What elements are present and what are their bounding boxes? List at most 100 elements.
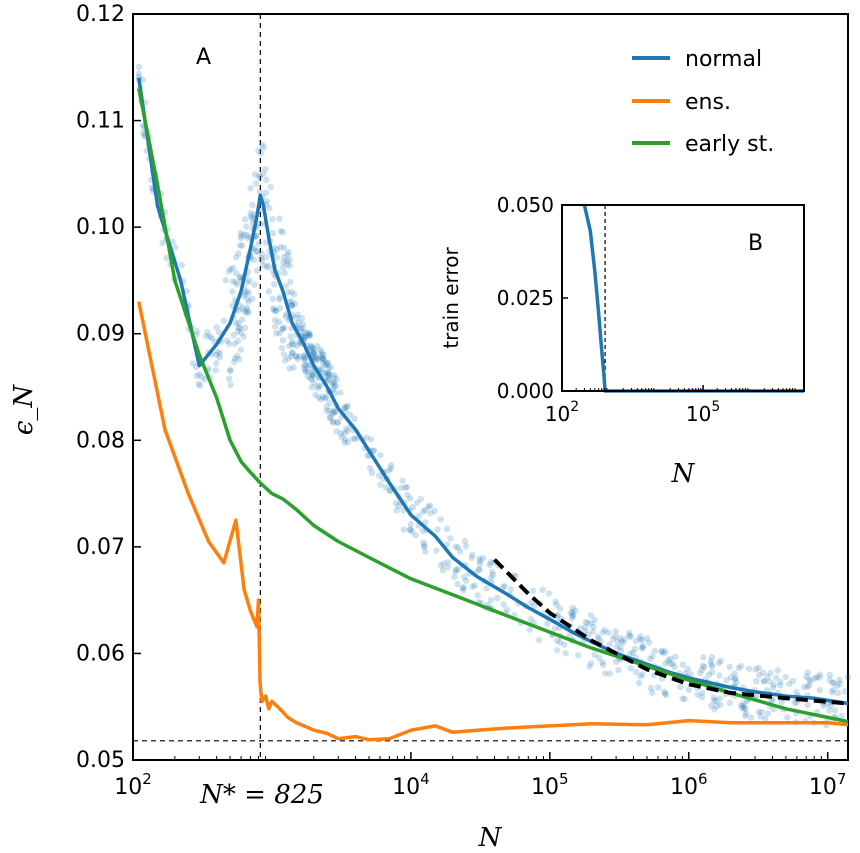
scatter-point	[258, 150, 265, 157]
scatter-point	[713, 702, 720, 710]
scatter-point	[333, 382, 340, 390]
scatter-point	[308, 344, 315, 351]
inset-panel-b: 0.000 0.025 0.050 102 105 B train error N	[439, 193, 805, 489]
scatter-point	[330, 371, 337, 379]
scatter-point	[728, 674, 735, 681]
scatter-point	[468, 554, 475, 561]
scatter-point	[236, 274, 244, 281]
scatter-point	[351, 435, 359, 442]
scatter-point	[216, 350, 224, 357]
scatter-point	[322, 395, 329, 402]
scatter-point	[662, 691, 669, 699]
scatter-point	[483, 585, 490, 592]
scatter-point	[283, 257, 290, 265]
scatter-point	[314, 343, 321, 350]
scatter-point	[589, 628, 596, 635]
scatter-point	[320, 369, 327, 376]
scatter-point	[755, 664, 762, 672]
scatter-point	[319, 356, 326, 363]
scatter-point	[226, 340, 233, 348]
scatter-point	[662, 690, 669, 697]
main-plot-frame	[132, 13, 849, 761]
scatter-point	[434, 526, 441, 533]
scatter-point	[425, 503, 432, 510]
scatter-point	[326, 399, 333, 407]
scatter-point	[325, 372, 332, 379]
scatter-point	[227, 366, 234, 373]
y-tick-label: 0.08	[76, 428, 125, 453]
inset-x-ticks: 102 105	[545, 385, 796, 426]
scatter-point	[282, 283, 289, 290]
scatter-point	[326, 414, 333, 421]
scatter-point	[233, 254, 240, 261]
scatter-point	[476, 560, 484, 568]
scatter-point	[258, 250, 265, 257]
scatter-point	[614, 638, 621, 646]
scatter-point	[159, 239, 166, 246]
scatter-point	[469, 551, 476, 559]
scatter-point	[331, 378, 338, 386]
scatter-point	[243, 304, 250, 311]
scatter-point	[422, 506, 429, 514]
inset-y-ticks: 0.000 0.025 0.050	[497, 193, 568, 403]
scatter-point	[331, 408, 339, 416]
scatter-point	[777, 678, 784, 685]
scatter-point	[414, 499, 421, 506]
scatter-point	[649, 689, 656, 696]
scatter-point	[272, 317, 279, 324]
scatter-point	[672, 653, 679, 660]
scatter-point	[681, 695, 688, 703]
scatter-point	[317, 353, 324, 360]
scatter-point	[241, 324, 248, 331]
scatter-point	[312, 391, 319, 398]
scatter-point	[284, 289, 291, 296]
scatter-point	[377, 452, 384, 459]
scatter-point	[229, 288, 236, 295]
scatter-point	[756, 672, 763, 679]
scatter-point	[584, 619, 592, 626]
scatter-point	[227, 266, 234, 273]
scatter-point	[231, 358, 238, 366]
scatter-point	[556, 605, 564, 612]
scatter-point	[836, 680, 844, 687]
scatter-point	[306, 331, 314, 338]
scatter-point	[320, 351, 327, 358]
scatter-point	[341, 405, 349, 412]
scatter-point	[784, 714, 791, 721]
scatter-point	[740, 700, 747, 707]
main-x-ticks: 102 104 105 106 107	[114, 752, 846, 800]
scatter-point	[504, 606, 511, 613]
scatter-point	[844, 674, 852, 681]
scatter-point	[382, 484, 390, 491]
scatter-point	[708, 660, 715, 668]
scatter-point	[242, 290, 249, 298]
main-series-early-st	[137, 88, 849, 724]
scatter-point	[299, 328, 306, 336]
scatter-point	[826, 676, 834, 684]
scatter-point	[314, 384, 322, 392]
scatter-point	[234, 281, 241, 288]
scatter-point	[272, 307, 279, 314]
y-tick-label: 0.11	[76, 109, 125, 134]
scatter-point	[631, 645, 639, 652]
scatter-point	[700, 654, 707, 661]
scatter-point	[285, 249, 292, 256]
scatter-point	[454, 580, 461, 588]
scatter-point	[708, 702, 715, 709]
scatter-point	[552, 598, 559, 605]
scatter-point	[587, 660, 595, 667]
scatter-point	[330, 419, 337, 426]
scatter-point	[204, 329, 211, 336]
scatter-point	[665, 657, 672, 664]
scatter-point	[237, 273, 244, 281]
scatter-point	[748, 714, 755, 721]
scatter-point	[684, 665, 691, 673]
scatter-point	[620, 639, 627, 646]
scatter-point	[420, 508, 427, 515]
scatter-point	[647, 685, 655, 692]
scatter-point	[310, 350, 317, 358]
scatter-point	[264, 264, 271, 271]
scatter-point	[279, 326, 286, 333]
scatter-point	[270, 306, 278, 314]
